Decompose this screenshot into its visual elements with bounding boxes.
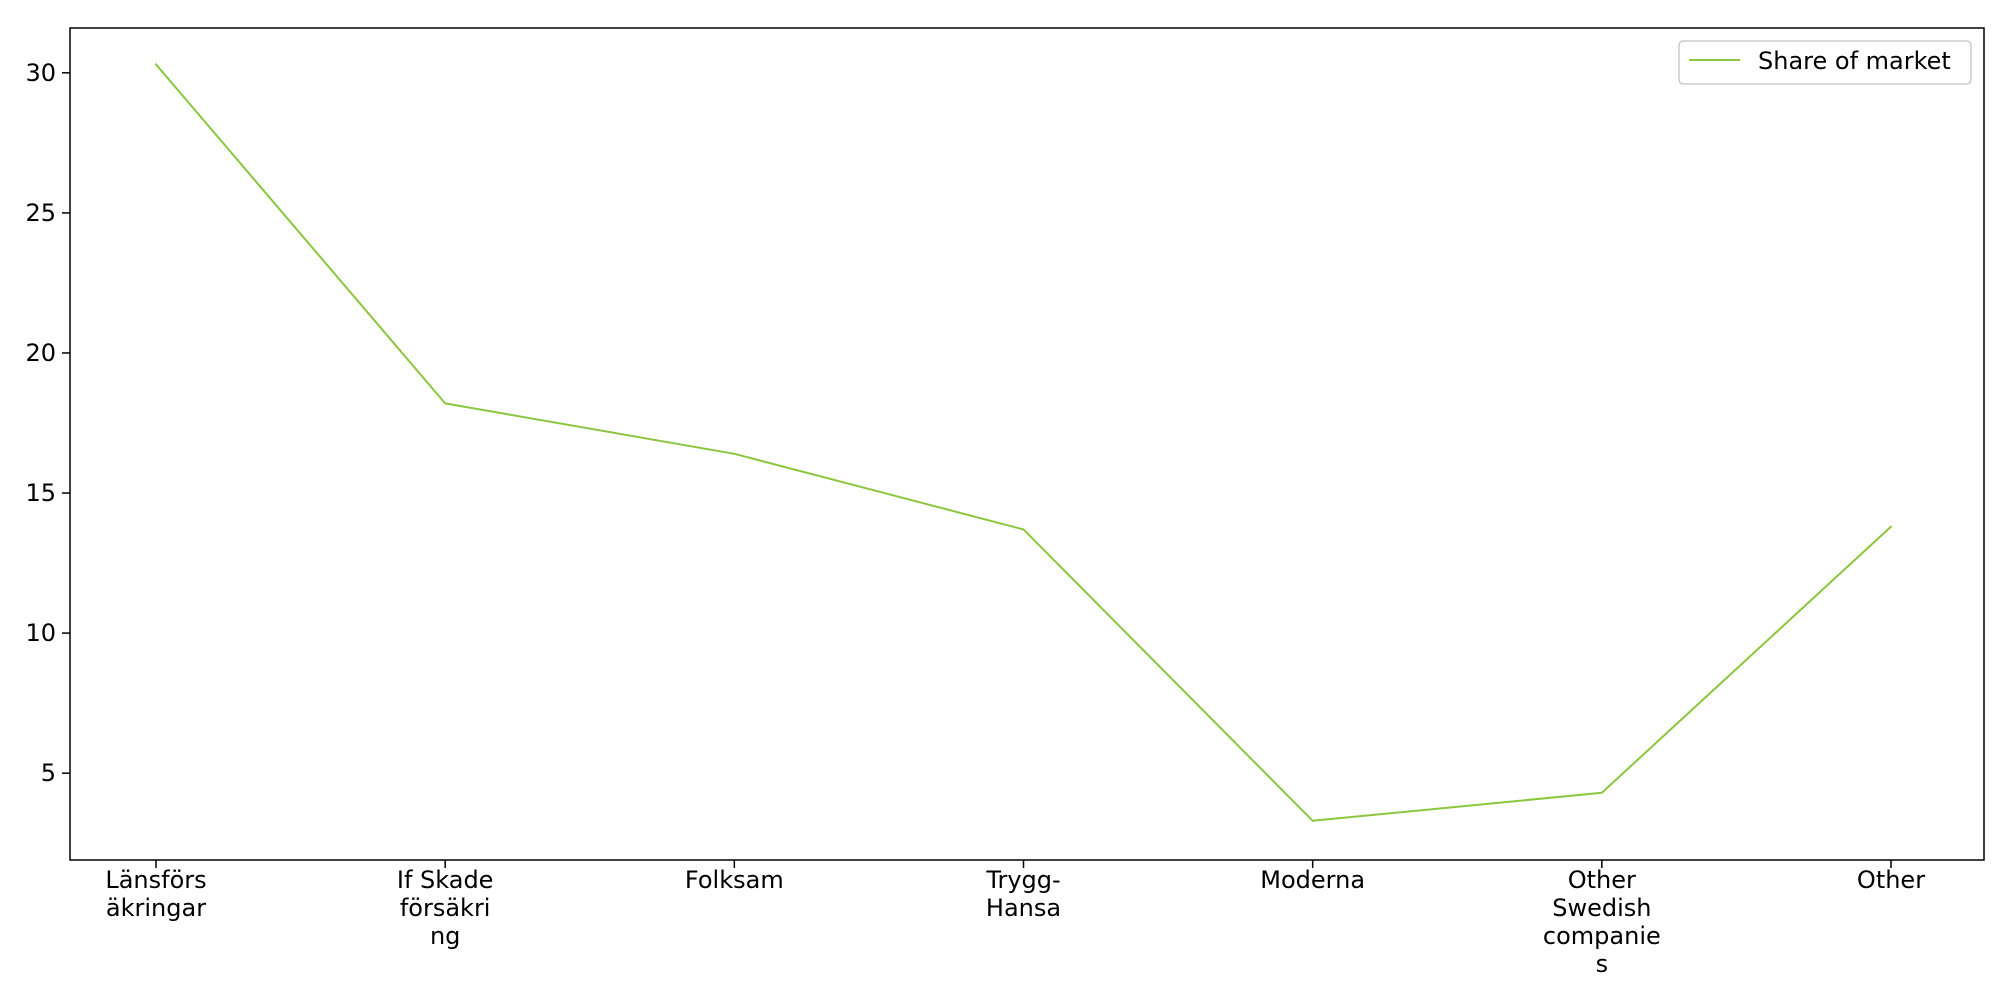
y-tick-label: 25	[25, 199, 56, 227]
legend-label: Share of market	[1758, 47, 1951, 75]
x-tick-label-line: Moderna	[1260, 866, 1365, 894]
data-point	[1890, 525, 1892, 528]
x-tick-label-line: Folksam	[685, 866, 784, 894]
x-tick-label: Trygg-Hansa	[985, 866, 1061, 922]
data-point	[733, 452, 736, 455]
data-point	[155, 63, 157, 66]
x-tick-label-line: s	[1596, 950, 1609, 978]
x-tick-label: Other Swedish companie s	[1543, 866, 1661, 978]
data-point	[1600, 791, 1603, 794]
x-tick-label-line: If Skade	[397, 866, 494, 894]
x-tick-label-line: Hansa	[986, 894, 1061, 922]
x-tick-label-line: Other	[1568, 866, 1636, 894]
plot-area	[69, 27, 1985, 861]
series-layer	[155, 63, 1892, 822]
x-tick-label-line: companie	[1543, 922, 1661, 950]
x-tick-label: Other	[1857, 866, 1925, 894]
x-tick-label-line: Trygg-	[985, 866, 1060, 894]
y-tick-label: 15	[25, 479, 56, 507]
x-tick-label: Moderna	[1260, 866, 1365, 894]
x-tick-label-line: Länsförs	[105, 866, 206, 894]
x-axis: Länsförs äkringar If Skade försäkri ng Folksa…	[105, 860, 1925, 978]
legend: Share of market	[1678, 40, 1972, 85]
x-tick-label-line: försäkri	[400, 894, 491, 922]
data-point	[1022, 528, 1025, 531]
x-tick-label-line: Swedish	[1552, 894, 1651, 922]
x-tick-label: If Skade försäkri ng	[397, 866, 494, 950]
y-tick-label: 20	[25, 339, 56, 367]
data-point	[1311, 819, 1314, 822]
y-axis: 5 10 15 20 25 30	[25, 59, 70, 787]
legend-box	[1678, 40, 1972, 85]
y-tick-label: 30	[25, 59, 56, 87]
x-tick-label-line: äkringar	[106, 894, 206, 922]
y-tick-label: 5	[41, 759, 56, 787]
x-tick-label-line: ng	[430, 922, 460, 950]
x-tick-label: Folksam	[685, 866, 784, 894]
data-point	[444, 402, 447, 405]
x-tick-label: Länsförs äkringar	[105, 866, 206, 922]
y-tick-label: 10	[25, 619, 56, 647]
x-tick-label-line: Other	[1857, 866, 1925, 894]
